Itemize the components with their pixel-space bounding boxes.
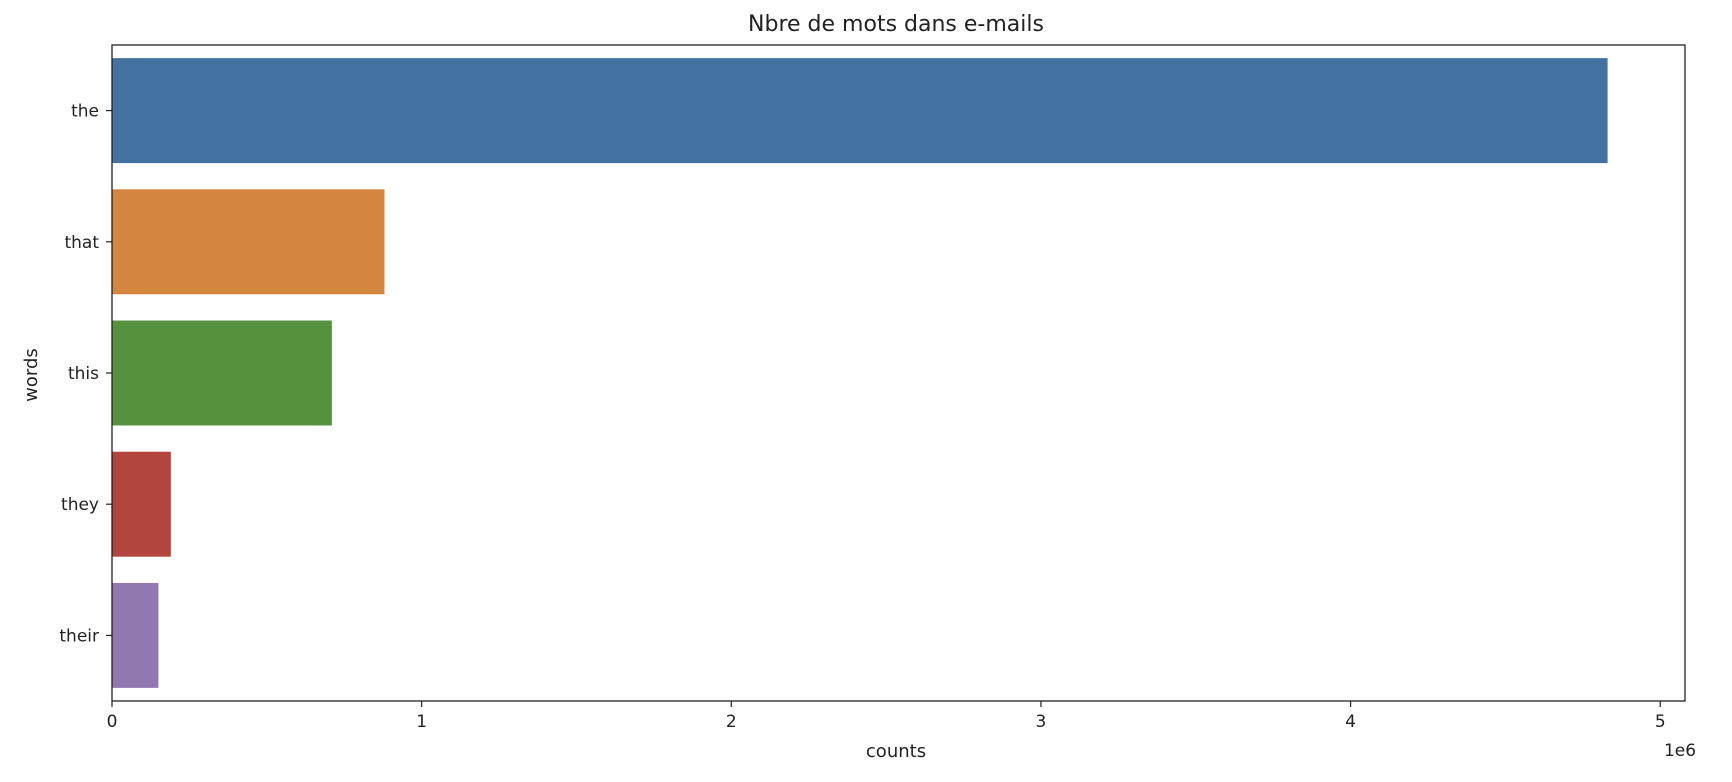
y-tick-label-that: that [64,233,99,253]
chart-title: Nbre de mots dans e-mails [748,12,1044,37]
y-tick-label-the: the [71,102,99,122]
x-tick-label: 3 [1036,712,1047,732]
y-tick-label-their: their [59,626,99,646]
bar-that [112,189,385,295]
x-tick-label: 0 [107,712,118,732]
x-tick-label: 1 [416,712,427,732]
x-tick-label: 4 [1345,712,1356,732]
y-tick-label-they: they [61,495,99,515]
bars-group [112,58,1608,688]
x-scale-note: 1e6 [1664,741,1696,761]
bar-this [112,320,332,426]
x-ticks-group: 0 1 2 3 4 5 [107,701,1666,732]
y-axis-label: words [21,348,42,402]
bar-the [112,58,1608,164]
bar-they [112,451,171,557]
x-tick-label: 5 [1655,712,1666,732]
x-axis-label: counts [866,741,926,762]
y-ticks-group: the that this they their [59,102,112,646]
x-tick-label: 2 [726,712,737,732]
bar-their [112,582,159,688]
y-tick-label-this: this [68,364,99,384]
plot-frame [111,44,1686,702]
